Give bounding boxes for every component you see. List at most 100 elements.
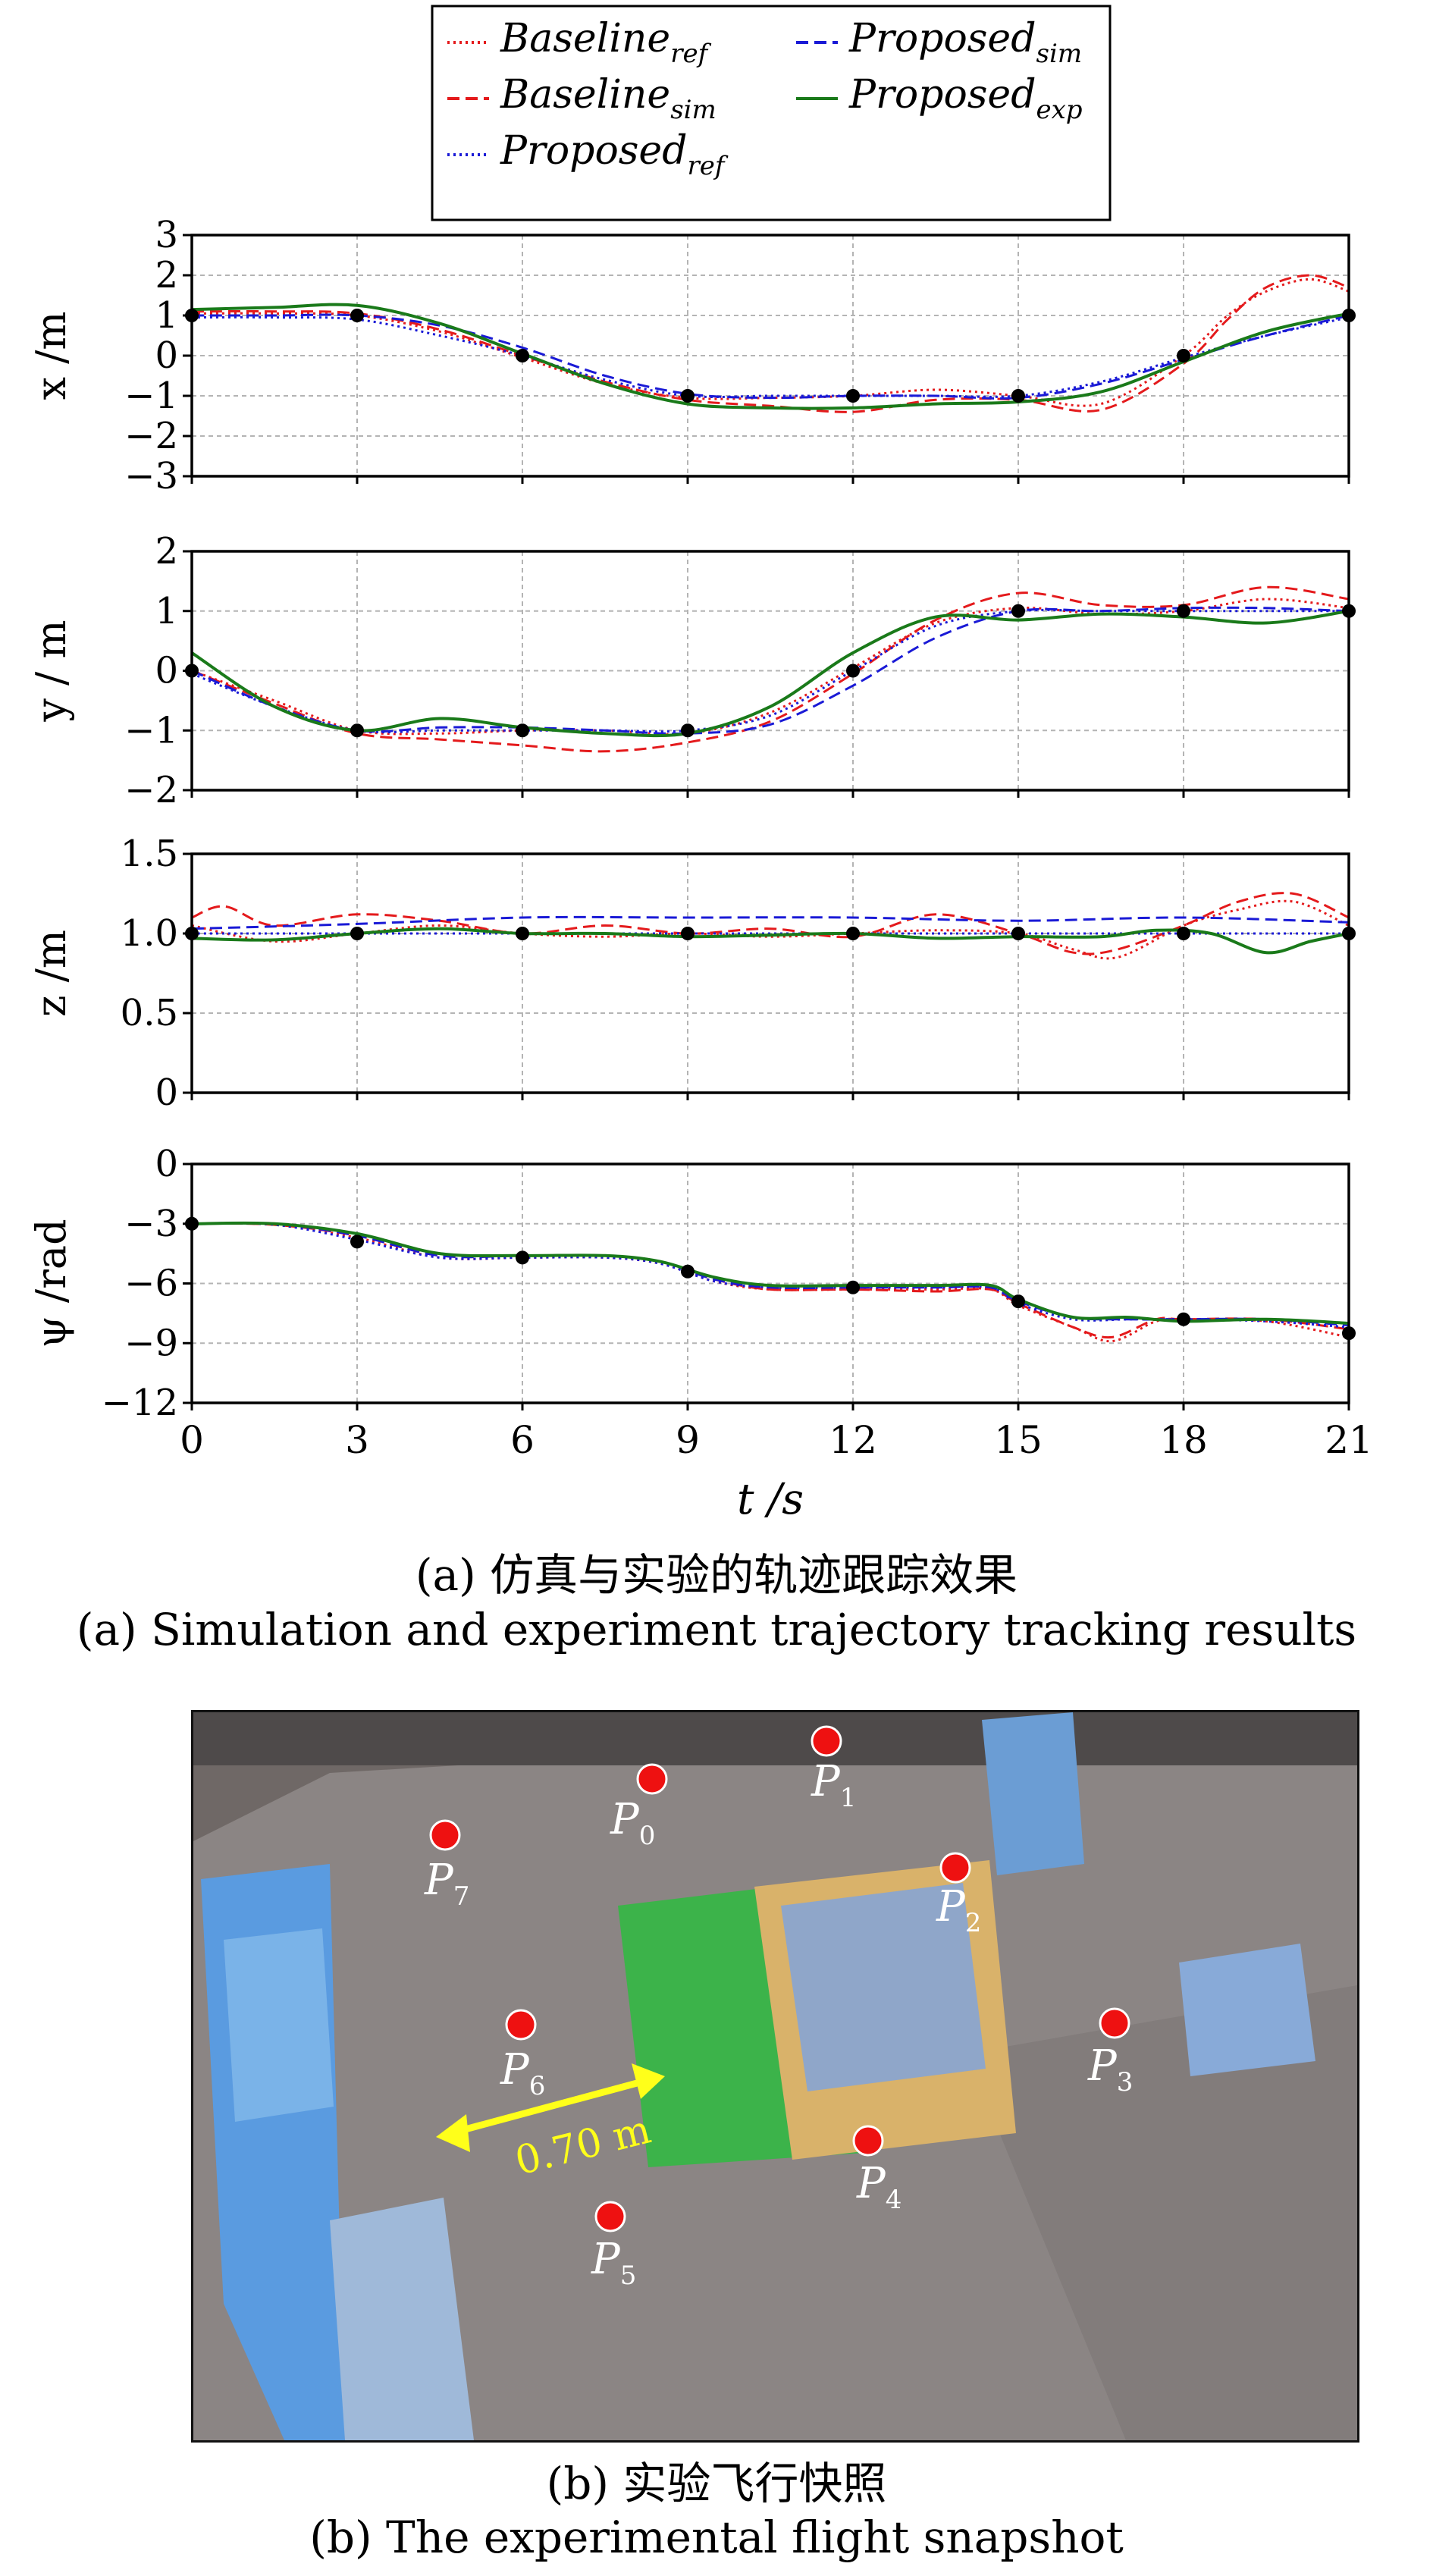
waypoint-marker: [846, 389, 860, 403]
series-proposed-sim: [191, 313, 1350, 400]
y-axis-label: ψ /rad: [27, 1219, 75, 1348]
panel-3: 1.5 1.0 0.5 0 z /m: [27, 833, 1356, 1114]
series-baseline-ref: [191, 278, 1350, 407]
x-tick-label: 18: [1159, 1418, 1208, 1462]
legend-label-baseline-ref: Baselineref: [500, 16, 712, 69]
legend-label-proposed-exp: Proposedexp: [848, 72, 1083, 125]
y-axis-label: x /m: [27, 311, 75, 400]
waypoint-marker: [516, 1250, 529, 1265]
series-proposed-ref: [191, 315, 1350, 399]
waypoint-marker: [350, 309, 364, 322]
y-tick-label: 0: [155, 1072, 178, 1114]
waypoint-marker: [1177, 927, 1190, 940]
x-tick-label: 6: [510, 1418, 535, 1462]
waypoint-label-p5: P5: [591, 2235, 636, 2291]
waypoint-labels: P0 P1 P2 P3 P4 P5 P6 P7: [424, 1725, 1133, 2291]
waypoint-dot-p1: [811, 1725, 842, 1757]
waypoint-label-p4: P4: [856, 2159, 902, 2215]
waypoint-dot-p3: [1099, 2007, 1130, 2039]
y-tick-label: −1: [124, 375, 178, 417]
foam-block-left-lower: [330, 2198, 474, 2440]
series-proposed-exp: [191, 927, 1350, 955]
legend-label-proposed-sim: Proposedsim: [848, 16, 1082, 69]
series-proposed-exp: [191, 1221, 1350, 1325]
waypoint-marker: [681, 1264, 695, 1279]
photo-scene: [193, 1712, 1357, 2440]
y-tick-label: 0: [155, 650, 178, 692]
legend-label-proposed-ref: Proposedref: [500, 128, 729, 181]
y-tick-label: −3: [124, 1203, 178, 1245]
net-wall: [193, 1712, 1357, 1765]
series-proposed-exp: [191, 303, 1350, 410]
waypoint-label-p6: P6: [500, 2045, 545, 2101]
x-tick-label: 21: [1325, 1418, 1373, 1462]
y-axis-label: z /m: [27, 930, 75, 1017]
series-proposed-sim: [191, 1222, 1350, 1327]
y-tick-label: 0.5: [121, 992, 178, 1034]
waypoint-label-p7: P7: [424, 1856, 469, 1912]
waypoint-label-p0: P0: [610, 1795, 655, 1851]
distance-arrow-shaft: [450, 2076, 650, 2137]
waypoint-marker: [516, 723, 529, 738]
waypoint-marker: [1011, 604, 1025, 618]
y-tick-label: −3: [124, 455, 178, 497]
waypoint-marker: [681, 927, 695, 940]
waypoint-dot-p7: [429, 1819, 461, 1851]
x-tick-label: 12: [829, 1418, 877, 1462]
plot-frame: [190, 852, 1350, 1094]
y-tick-label: 2: [155, 530, 178, 573]
series-baseline-ref: [191, 598, 1350, 736]
series-proposed-sim: [191, 915, 1350, 930]
caption-a-chinese: (a) 仿真与实验的轨迹跟踪效果: [415, 1549, 1018, 1601]
series-proposed-ref: [191, 608, 1350, 734]
y-tick-label: −9: [124, 1322, 178, 1364]
foam-block-far: [982, 1712, 1084, 1875]
y-tick-label: −12: [102, 1382, 178, 1424]
series-baseline-sim: [191, 585, 1350, 753]
y-axis-label: y / m: [27, 620, 75, 722]
series-proposed-sim: [191, 606, 1350, 735]
waypoint-marker: [1011, 389, 1025, 403]
series-proposed-ref: [191, 1222, 1350, 1329]
waypoint-marker: [516, 349, 529, 362]
caption-b-english: (b) The experimental flight snapshot: [309, 2512, 1124, 2563]
y-tick-label: 0: [155, 334, 178, 377]
foam-block-right: [1179, 1944, 1315, 2076]
waypoint-marker: [516, 927, 529, 940]
waypoint-dot-p0: [636, 1763, 668, 1795]
y-tick-label: 1.0: [121, 912, 178, 955]
series-baseline-ref: [191, 1222, 1350, 1343]
y-tick-label: 1: [155, 294, 178, 337]
y-tick-label: 1: [155, 590, 178, 632]
x-axis-label: t /s: [737, 1475, 804, 1524]
waypoint-marker: [1177, 604, 1190, 618]
waypoint-marker: [846, 1280, 860, 1294]
panel-4: 0−3−6−9−120 3 6 9 12 15 18 21t /sψ /rad: [27, 1143, 1373, 1524]
y-tick-label: 2: [155, 254, 178, 297]
flight-snapshot-photo: P0 P1 P2 P3 P4 P5 P6 P7 0.70 m: [191, 1710, 1359, 2443]
waypoint-marker: [350, 723, 364, 738]
waypoint-marker: [1011, 1294, 1025, 1309]
foam-box-top: [781, 1883, 986, 2091]
waypoint-dot-p4: [852, 2125, 884, 2157]
y-tick-label: −1: [124, 709, 178, 751]
waypoint-marker: [350, 927, 364, 940]
distance-arrow-head-right: [632, 2063, 665, 2099]
y-tick-label: −2: [124, 769, 178, 811]
series-baseline-sim: [191, 274, 1350, 413]
y-tick-label: 0: [155, 1143, 178, 1185]
waypoint-marker: [846, 664, 860, 678]
y-tick-label: 1.5: [121, 833, 178, 875]
y-tick-label: −2: [124, 415, 178, 457]
waypoint-dot-p6: [505, 2009, 537, 2041]
floor-mat-right: [967, 1985, 1357, 2440]
panel-2: 2 1 0 −1 −2 y / m: [27, 530, 1356, 811]
caption-b-chinese: (b) 实验飞行快照: [546, 2458, 887, 2509]
x-tick-label: 3: [345, 1418, 369, 1462]
y-tick-label: −6: [124, 1263, 178, 1305]
waypoint-marker: [1177, 349, 1190, 362]
waypoint-marker: [1011, 927, 1025, 940]
waypoint-marker: [846, 927, 860, 940]
